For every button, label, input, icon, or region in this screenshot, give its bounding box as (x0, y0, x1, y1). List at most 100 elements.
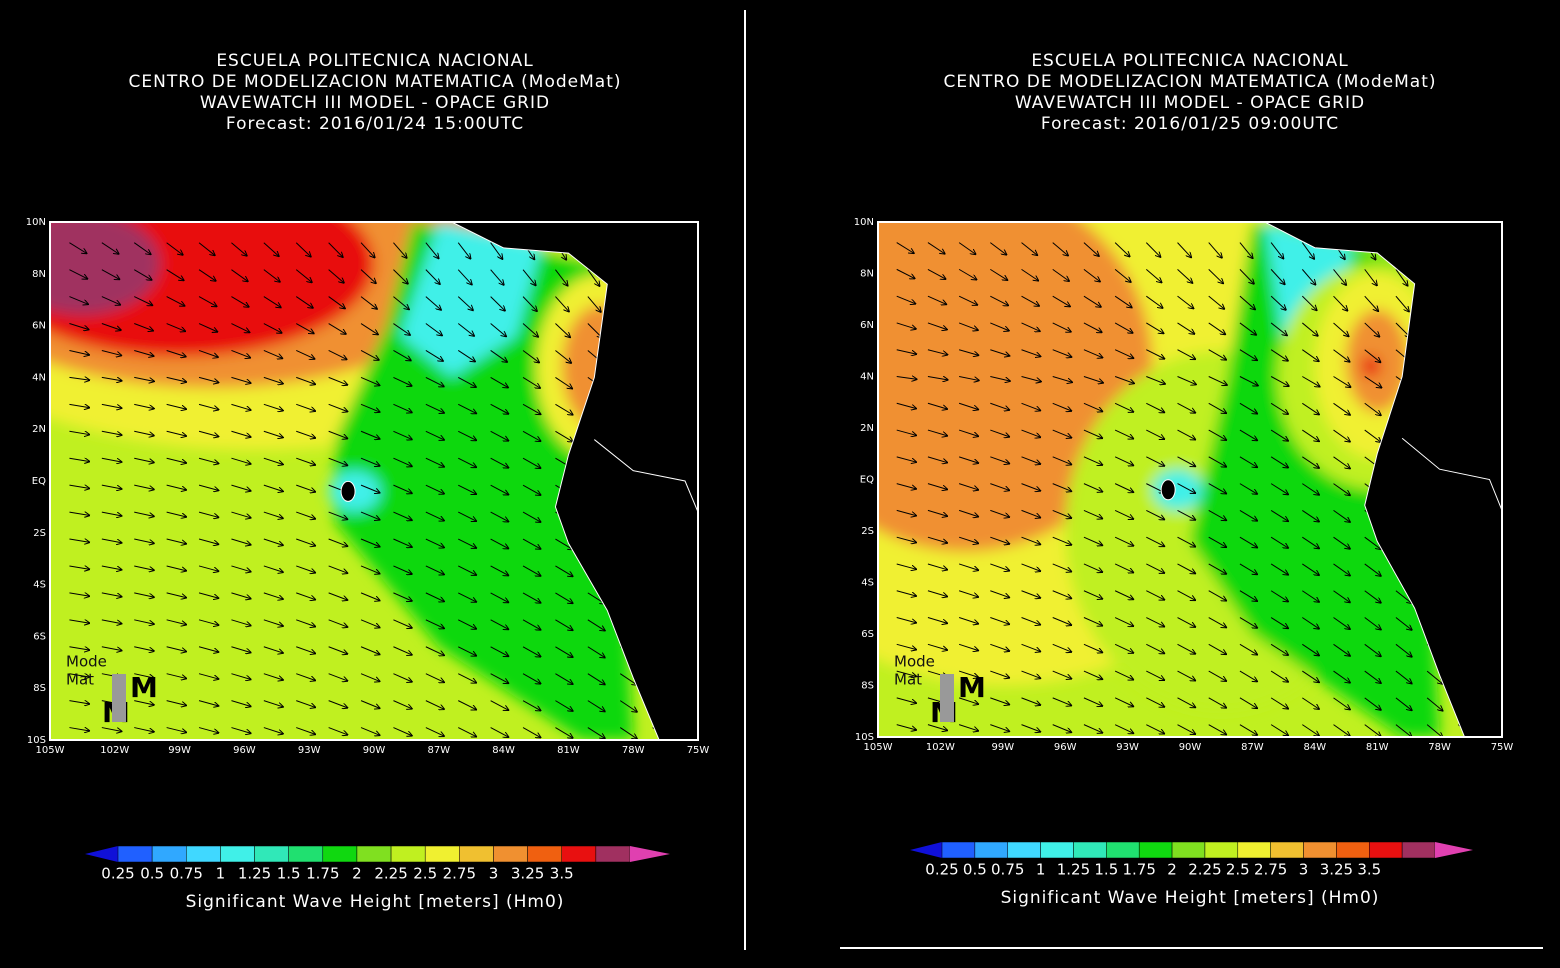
wave-arrow (1146, 670, 1164, 680)
wave-arrow (958, 509, 978, 516)
wave-arrow (1021, 376, 1041, 382)
wave-arrow (198, 646, 218, 652)
wave-arrow (927, 617, 947, 624)
colorbar-label: 3.25 (1320, 861, 1353, 879)
wave-arrow (166, 673, 186, 679)
wave-arrow (1270, 322, 1287, 335)
wave-arrow (1114, 242, 1129, 257)
lat-label: 2N (860, 423, 874, 434)
wave-arrow (1177, 617, 1196, 627)
wave-arrow (360, 484, 379, 493)
wave-arrow (1052, 724, 1071, 733)
wave-arrow (101, 538, 122, 543)
wave-arrow (425, 350, 443, 360)
wave-arrow (958, 617, 978, 624)
wave-arrow (522, 646, 540, 657)
colorbar-box (288, 845, 324, 863)
wave-arrow (1302, 402, 1319, 414)
wave-arrow (1270, 483, 1288, 495)
wave-arrow (231, 430, 250, 437)
colorbar-box (1171, 841, 1206, 859)
wave-arrow (198, 242, 215, 255)
wave-arrow (101, 484, 122, 489)
wave-arrow (263, 727, 283, 734)
wave-arrow (425, 511, 444, 521)
wave-arrow (990, 617, 1009, 625)
wave-arrow (619, 673, 637, 685)
wave-arrow (1114, 536, 1133, 546)
wave-arrow (522, 403, 540, 414)
wave-arrow (360, 511, 379, 520)
wave-arrow (1177, 376, 1196, 385)
wave-arrow (1333, 697, 1350, 710)
wave-arrow (296, 619, 315, 627)
wave-arrow (198, 592, 218, 598)
wave-arrow (1177, 536, 1196, 546)
wave-arrow (587, 269, 600, 286)
wave-arrow (896, 268, 915, 278)
wave-arrow (1114, 483, 1133, 493)
wave-arrow (1239, 242, 1253, 258)
wave-arrow (101, 565, 122, 570)
wave-arrow (231, 457, 250, 464)
colorbar-box (527, 845, 562, 863)
wave-arrow (1426, 724, 1442, 737)
wave-arrow (1239, 269, 1254, 283)
wave-arrow (101, 323, 121, 331)
colorbar-label: 1.5 (1094, 861, 1118, 879)
wave-arrow (198, 269, 216, 281)
wave-arrow (296, 592, 315, 600)
wave-arrow (425, 457, 444, 467)
wave-arrow (101, 403, 122, 408)
colorbar-box (1204, 841, 1239, 859)
wave-arrow (1270, 643, 1288, 655)
colorbar-box (1073, 841, 1107, 859)
wave-arrow (490, 242, 503, 259)
wave-arrow (295, 242, 310, 257)
wave-arrow (1208, 349, 1226, 360)
wave-arrow (101, 646, 122, 651)
wave-arrow (1083, 724, 1102, 733)
lon-label: 81W (1366, 742, 1389, 753)
wave-arrow (896, 456, 916, 462)
wave-arrow (927, 268, 946, 279)
wave-arrow (1239, 724, 1257, 735)
colorbar-end (910, 842, 942, 858)
wave-arrow (1177, 670, 1196, 680)
wave-arrow (522, 484, 540, 495)
wave-arrow (1208, 724, 1226, 735)
wave-arrow (1021, 724, 1041, 732)
wave-arrow (458, 511, 476, 521)
lat-label: 4S (33, 580, 46, 591)
wave-arrow (1395, 269, 1408, 285)
wave-arrow (522, 673, 540, 684)
wave-arrow (328, 350, 347, 359)
wave-arrow (1114, 456, 1133, 466)
wave-arrow (457, 350, 475, 361)
wave-arrow (555, 646, 572, 657)
wave-arrow (1333, 349, 1350, 362)
wave-arrow (458, 403, 476, 413)
colorbar-end (1435, 842, 1473, 858)
wave-arrow (927, 322, 947, 330)
wave-arrow (425, 673, 444, 683)
wave-arrow (1270, 536, 1288, 548)
wave-arrow (1114, 590, 1133, 600)
wave-arrow (328, 403, 348, 411)
wave-arrow (1333, 483, 1350, 496)
wave-arrow (69, 458, 89, 461)
wave-arrow (296, 457, 315, 465)
wave-arrow (1021, 322, 1040, 331)
wave-arrow (522, 700, 540, 711)
wave-arrow (896, 590, 916, 596)
wave-arrow (1364, 349, 1381, 362)
wave-arrow (1052, 563, 1071, 572)
wave-arrow (927, 643, 947, 650)
wave-arrow (101, 619, 122, 624)
wave-arrow (1208, 456, 1226, 467)
wave-arrow (990, 536, 1009, 544)
wave-arrow (1270, 242, 1283, 259)
wave-arrow (1426, 697, 1442, 711)
